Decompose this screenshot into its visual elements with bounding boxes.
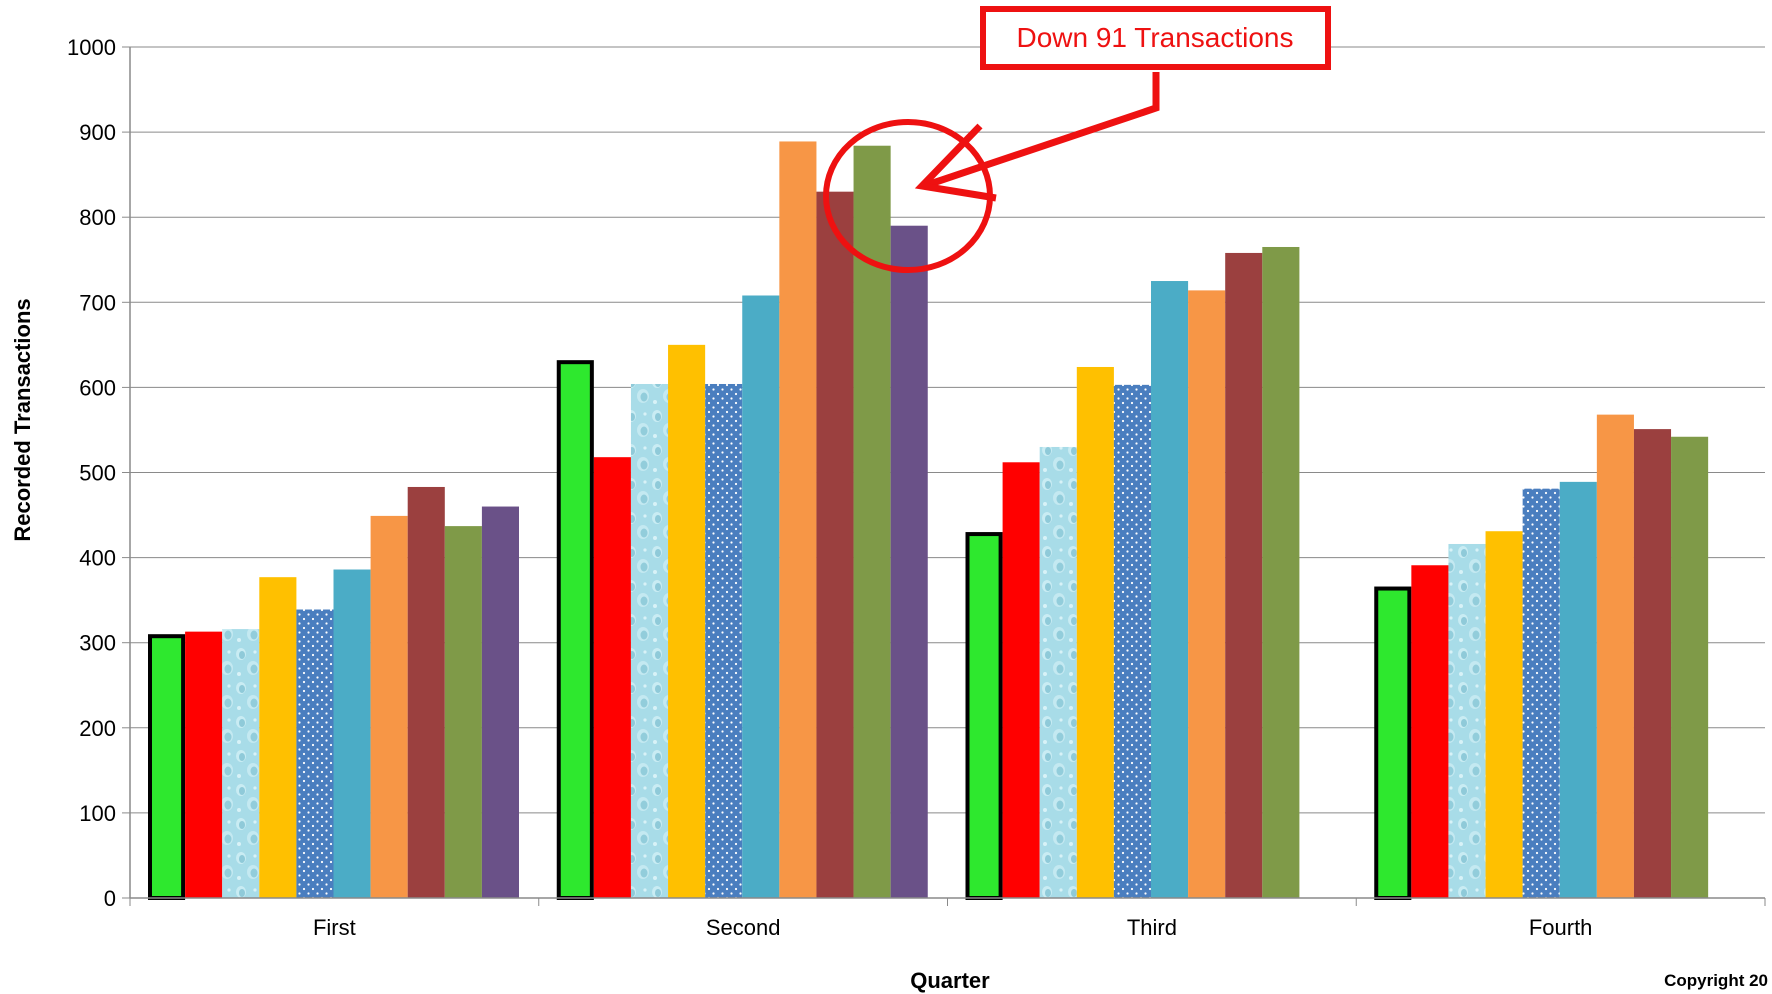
x-axis-title: Quarter	[910, 968, 990, 993]
x-tick-label: Third	[1127, 915, 1177, 940]
annotation-arrow	[922, 72, 1160, 190]
x-axis-ticks: First Second Third Fourth	[129, 898, 1766, 940]
bar	[853, 145, 891, 898]
bar	[556, 360, 594, 900]
bar	[1002, 462, 1040, 898]
bar	[816, 191, 854, 899]
bar	[259, 577, 297, 898]
bar	[370, 515, 408, 898]
y-tick-label: 900	[79, 120, 116, 145]
bar	[668, 344, 706, 899]
y-tick-label: 500	[79, 461, 116, 486]
y-axis-ticks: 0 100 200 300 400 500 600 700 800 900 1000	[67, 35, 130, 911]
bar	[1633, 429, 1672, 898]
bar	[1113, 384, 1151, 898]
annotation-callout: Down 91 Transactions	[823, 6, 1331, 273]
bar	[965, 532, 1003, 900]
bar	[333, 569, 371, 898]
y-tick-label: 100	[79, 801, 116, 826]
bar	[222, 629, 260, 898]
bar	[1559, 481, 1597, 898]
bar	[630, 383, 669, 899]
annotation-box	[980, 6, 1331, 70]
bar	[1262, 246, 1300, 899]
bar	[1522, 488, 1560, 898]
bar	[148, 634, 186, 900]
bar	[890, 225, 928, 898]
y-tick-label: 1000	[67, 35, 116, 60]
bar	[1039, 446, 1077, 898]
bars	[148, 141, 1709, 900]
bar	[1596, 414, 1634, 898]
bar	[1671, 436, 1709, 898]
bar	[1188, 290, 1226, 898]
y-tick-label: 700	[79, 290, 116, 315]
y-axis-title: Recorded Transactions	[10, 298, 35, 541]
y-tick-label: 300	[79, 631, 116, 656]
bar	[296, 609, 334, 898]
bar	[705, 383, 743, 899]
bar	[593, 457, 631, 898]
x-tick-label: Fourth	[1529, 915, 1593, 940]
annotation-arrowhead	[914, 123, 997, 202]
bar	[444, 526, 482, 898]
y-tick-label: 800	[79, 205, 116, 230]
bar	[185, 631, 223, 898]
bar	[1151, 281, 1189, 898]
bar	[742, 295, 780, 898]
bar	[779, 141, 817, 898]
bar	[1225, 252, 1263, 898]
y-tick-label: 400	[79, 546, 116, 571]
bar	[1076, 366, 1114, 898]
bar	[1411, 565, 1449, 898]
bar	[481, 506, 519, 898]
bar	[1374, 586, 1412, 900]
y-tick-label: 200	[79, 716, 116, 741]
x-tick-label: First	[313, 915, 356, 940]
y-tick-label: 600	[79, 375, 116, 400]
bar	[1485, 531, 1523, 898]
bar	[407, 486, 445, 898]
copyright-footer: Copyright 20	[1664, 971, 1768, 990]
y-tick-label: 0	[104, 886, 116, 911]
annotation-text: Down 91 Transactions	[1016, 22, 1293, 53]
x-tick-label: Second	[706, 915, 781, 940]
bar	[1448, 543, 1486, 898]
